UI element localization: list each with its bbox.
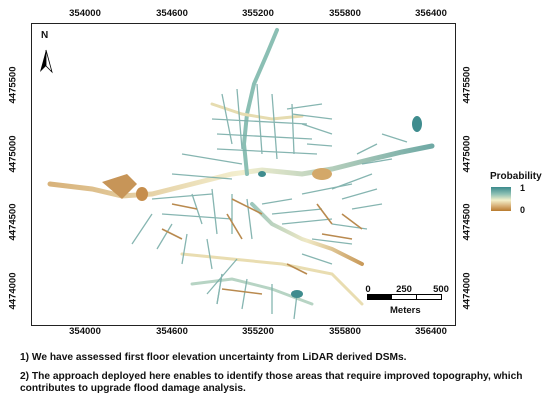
tick-right-3: 4474500 <box>461 203 473 241</box>
tick-top-1: 354000 <box>69 8 101 19</box>
brown-streets <box>161 198 363 295</box>
scale-unit: Meters <box>390 305 421 316</box>
tick-top-4: 355800 <box>329 8 361 19</box>
note-line-2: 2) The approach deployed here enables to… <box>20 370 523 395</box>
tick-right-1: 4475500 <box>461 66 473 104</box>
tick-top-5: 356400 <box>415 8 447 19</box>
map-frame: N <box>31 23 456 326</box>
legend-min-label: 0 <box>520 205 526 215</box>
north-label: N <box>41 30 49 41</box>
tick-bottom-5: 356400 <box>415 326 447 337</box>
tick-bottom-3: 355200 <box>242 326 274 337</box>
tick-top-3: 355200 <box>242 8 274 19</box>
legend-title: Probability <box>490 171 542 182</box>
road-network <box>47 28 435 320</box>
scale-label-0: 0 <box>365 284 371 295</box>
tick-bottom-4: 355800 <box>329 326 361 337</box>
street-grid <box>131 83 408 320</box>
tick-left-4: 4474000 <box>7 272 19 310</box>
north-arrow-icon <box>40 49 53 74</box>
tick-left-3: 4474500 <box>7 203 19 241</box>
legend-max-label: 1 <box>520 183 526 193</box>
scale-label-250: 250 <box>396 284 412 295</box>
notes: 1) We have assessed first floor elevatio… <box>20 352 540 402</box>
scale-label-500: 500 <box>433 284 449 295</box>
legend-color-ramp <box>491 187 511 211</box>
tick-bottom-1: 354000 <box>69 326 101 337</box>
tick-right-2: 4475000 <box>461 135 473 173</box>
tick-top-2: 354600 <box>156 8 188 19</box>
highlight-patches <box>136 116 422 298</box>
tick-bottom-2: 354600 <box>156 326 188 337</box>
main-roads <box>47 28 435 306</box>
note-line-1: 1) We have assessed first floor elevatio… <box>20 352 407 363</box>
tick-left-1: 4475500 <box>7 66 19 104</box>
tick-left-2: 4475000 <box>7 135 19 173</box>
tick-right-4: 4474000 <box>461 272 473 310</box>
scale-bar <box>367 294 442 300</box>
